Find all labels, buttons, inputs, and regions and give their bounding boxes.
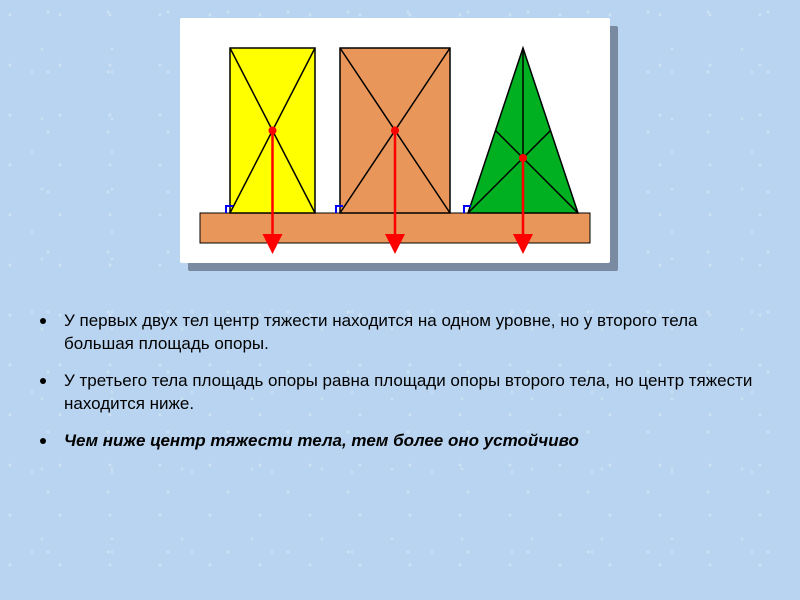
bullet-text-2: У третьего тела площадь опоры равна площ…	[64, 370, 760, 416]
stability-diagram	[180, 18, 610, 263]
bullet-icon	[40, 438, 46, 444]
center-dot-2	[391, 127, 399, 135]
bullet-icon	[40, 318, 46, 324]
bullet-list: У первых двух тел центр тяжести находитс…	[40, 310, 760, 467]
list-item: У третьего тела площадь опоры равна площ…	[40, 370, 760, 416]
card-surface	[180, 18, 610, 263]
diagram-card	[180, 18, 620, 273]
list-item: Чем ниже центр тяжести тела, тем более о…	[40, 430, 760, 453]
center-dot-1	[269, 127, 277, 135]
bullet-text-1: У первых двух тел центр тяжести находитс…	[64, 310, 760, 356]
list-item: У первых двух тел центр тяжести находитс…	[40, 310, 760, 356]
center-dot-3	[519, 154, 527, 162]
bullet-text-3: Чем ниже центр тяжести тела, тем более о…	[64, 430, 579, 453]
bullet-icon	[40, 378, 46, 384]
